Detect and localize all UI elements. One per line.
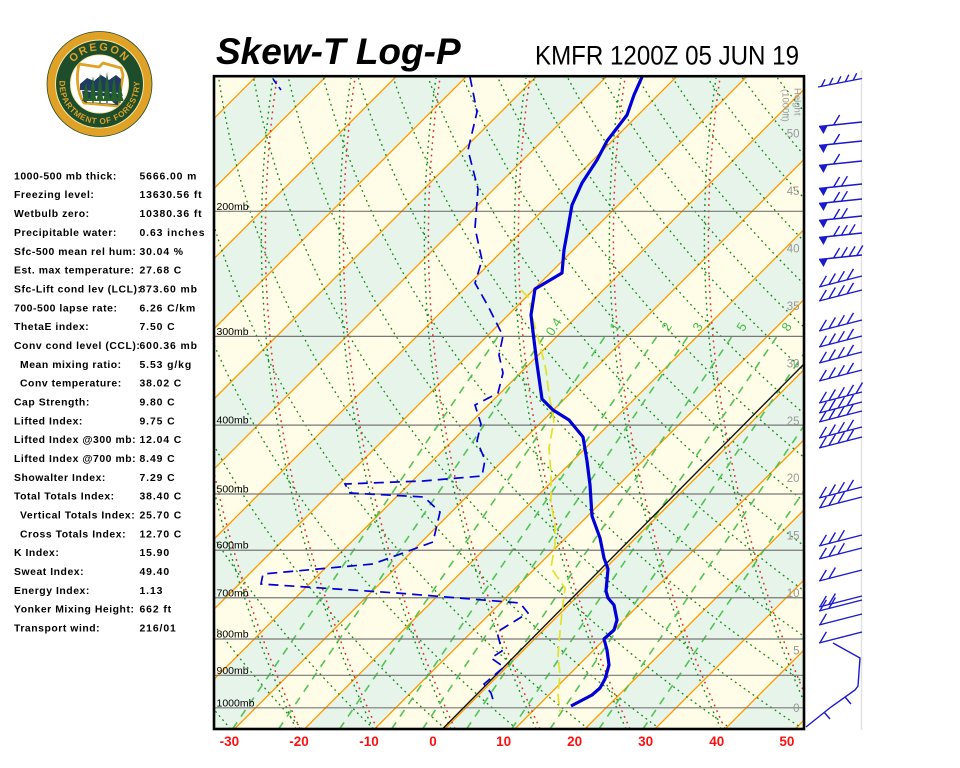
svg-text:ThetaE index:: ThetaE index: bbox=[14, 322, 89, 333]
svg-text:KMFR 1200Z 05 JUN 19: KMFR 1200Z 05 JUN 19 bbox=[535, 41, 799, 71]
svg-text:10: 10 bbox=[787, 588, 800, 600]
svg-text:-10: -10 bbox=[359, 734, 379, 749]
svg-text:12.70 C: 12.70 C bbox=[140, 529, 183, 540]
svg-text:1.13: 1.13 bbox=[140, 586, 164, 597]
svg-text:Lifted Index @700 mb:: Lifted Index @700 mb: bbox=[14, 454, 136, 465]
svg-text:20: 20 bbox=[787, 473, 800, 485]
svg-text:Conv cond level (CCL):: Conv cond level (CCL): bbox=[14, 341, 140, 352]
svg-text:50: 50 bbox=[787, 129, 800, 141]
svg-text:Wetbulb zero:: Wetbulb zero: bbox=[14, 209, 90, 220]
svg-text:Sweat Index:: Sweat Index: bbox=[14, 567, 84, 578]
svg-text:15: 15 bbox=[787, 531, 800, 543]
svg-text:Conv temperature:: Conv temperature: bbox=[20, 379, 122, 390]
svg-text:15.90: 15.90 bbox=[140, 548, 171, 559]
svg-text:K Index:: K Index: bbox=[14, 548, 59, 559]
svg-text:Yonker Mixing Height:: Yonker Mixing Height: bbox=[14, 605, 134, 616]
svg-text:5666.00 m: 5666.00 m bbox=[140, 171, 198, 182]
svg-text:Precipitable water:: Precipitable water: bbox=[14, 228, 117, 239]
svg-text:30: 30 bbox=[638, 734, 653, 749]
svg-text:5.53 g/kg: 5.53 g/kg bbox=[140, 360, 193, 371]
svg-text:Showalter Index:: Showalter Index: bbox=[14, 473, 106, 484]
svg-text:20: 20 bbox=[567, 734, 582, 749]
svg-text:Cap Strength:: Cap Strength: bbox=[14, 398, 90, 409]
svg-text:40: 40 bbox=[787, 243, 800, 255]
svg-text:900mb: 900mb bbox=[217, 665, 249, 677]
svg-text:Lifted Index @300 mb:: Lifted Index @300 mb: bbox=[14, 435, 136, 446]
svg-text:800mb: 800mb bbox=[217, 629, 249, 641]
svg-text:7.50 C: 7.50 C bbox=[140, 322, 176, 333]
svg-text:600.36 mb: 600.36 mb bbox=[140, 341, 198, 352]
svg-text:Cross Totals Index:: Cross Totals Index: bbox=[20, 529, 126, 540]
svg-text:38.40 C: 38.40 C bbox=[140, 492, 183, 503]
svg-text:9.75 C: 9.75 C bbox=[140, 416, 176, 427]
svg-text:0: 0 bbox=[793, 703, 799, 715]
svg-text:Vertical Totals Index:: Vertical Totals Index: bbox=[20, 511, 135, 522]
svg-text:6.26 C/km: 6.26 C/km bbox=[140, 303, 197, 314]
svg-text:700-500 lapse rate:: 700-500 lapse rate: bbox=[14, 303, 117, 314]
svg-text:Lifted Index:: Lifted Index: bbox=[14, 416, 83, 427]
svg-text:Transport wind:: Transport wind: bbox=[14, 624, 100, 635]
svg-text:1000-500 mb thick:: 1000-500 mb thick: bbox=[14, 171, 117, 182]
svg-text:-20: -20 bbox=[289, 734, 309, 749]
svg-text:7.29 C: 7.29 C bbox=[140, 473, 176, 484]
svg-text:5: 5 bbox=[793, 646, 799, 658]
svg-text:50: 50 bbox=[779, 734, 794, 749]
svg-text:9.80 C: 9.80 C bbox=[140, 398, 176, 409]
svg-text:700mb: 700mb bbox=[217, 587, 249, 599]
svg-text:49.40: 49.40 bbox=[140, 567, 171, 578]
svg-text:400mb: 400mb bbox=[217, 415, 249, 427]
svg-text:25: 25 bbox=[787, 416, 800, 428]
svg-text:10380.36 ft: 10380.36 ft bbox=[140, 209, 203, 220]
svg-text:Energy Index:: Energy Index: bbox=[14, 586, 90, 597]
svg-text:(1000ft): (1000ft) bbox=[780, 89, 791, 122]
svg-text:Mean mixing ratio:: Mean mixing ratio: bbox=[20, 360, 122, 371]
svg-text:662 ft: 662 ft bbox=[140, 605, 173, 616]
svg-text:30.04 %: 30.04 % bbox=[140, 247, 184, 258]
svg-text:1000mb: 1000mb bbox=[217, 697, 255, 709]
svg-text:216/01: 216/01 bbox=[140, 624, 177, 635]
svg-text:873.60 mb: 873.60 mb bbox=[140, 284, 198, 295]
svg-text:10: 10 bbox=[496, 734, 511, 749]
svg-text:30: 30 bbox=[787, 358, 800, 370]
svg-text:500mb: 500mb bbox=[217, 484, 249, 496]
svg-text:35: 35 bbox=[787, 301, 800, 313]
svg-text:45: 45 bbox=[787, 186, 800, 198]
svg-text:Est. max temperature:: Est. max temperature: bbox=[14, 266, 135, 277]
svg-text:0.63 inches: 0.63 inches bbox=[140, 228, 206, 239]
svg-text:300mb: 300mb bbox=[217, 326, 249, 338]
svg-text:-30: -30 bbox=[220, 734, 240, 749]
svg-text:Skew-T Log-P: Skew-T Log-P bbox=[216, 31, 461, 72]
svg-text:Freezing level:: Freezing level: bbox=[14, 190, 94, 201]
svg-text:0: 0 bbox=[429, 734, 437, 749]
svg-text:25.70 C: 25.70 C bbox=[140, 511, 183, 522]
svg-text:Total Totals Index:: Total Totals Index: bbox=[14, 492, 115, 503]
svg-text:38.02 C: 38.02 C bbox=[140, 379, 183, 390]
svg-text:40: 40 bbox=[709, 734, 724, 749]
svg-text:27.68 C: 27.68 C bbox=[140, 266, 183, 277]
svg-text:Sfc-500 mean rel hum:: Sfc-500 mean rel hum: bbox=[14, 247, 136, 258]
svg-text:Height: Height bbox=[792, 88, 803, 116]
svg-text:Sfc-Lift cond lev (LCL):: Sfc-Lift cond lev (LCL): bbox=[14, 284, 142, 295]
svg-text:13630.56 ft: 13630.56 ft bbox=[140, 190, 203, 201]
svg-text:12.04 C: 12.04 C bbox=[140, 435, 183, 446]
svg-text:600mb: 600mb bbox=[217, 540, 249, 552]
svg-text:8.49 C: 8.49 C bbox=[140, 454, 176, 465]
svg-text:200mb: 200mb bbox=[217, 201, 249, 213]
